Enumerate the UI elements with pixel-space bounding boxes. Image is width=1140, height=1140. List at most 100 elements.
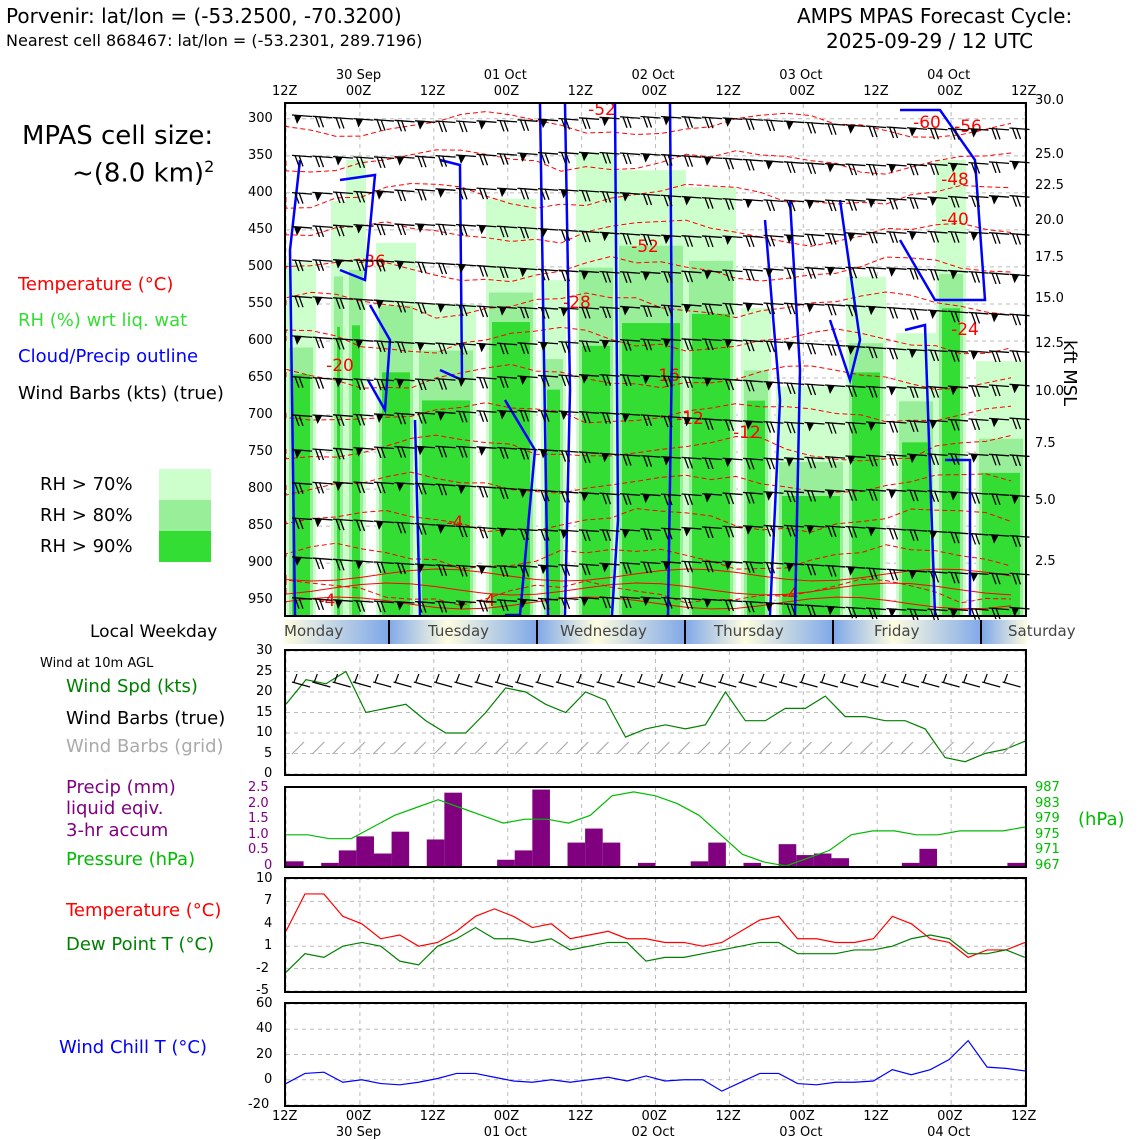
wind-barb [988,493,1010,506]
wind-barb-true-feather [293,673,298,683]
wind-barb [578,451,600,464]
wind-barb [394,378,415,389]
wind-barb [906,197,928,209]
wind-barb [640,596,661,607]
wind-barb [681,155,702,167]
wind-barb [742,491,764,504]
precip-bar [532,789,550,866]
wind-barb [435,377,456,390]
wind-barb-true-feather [1003,673,1009,683]
legend-rh80-label: RH > 80% [40,505,133,526]
wind-barb [968,127,989,138]
wind-barb [312,557,333,570]
wind-barb [865,526,887,537]
wind-barb-grid [961,741,975,755]
temperature-contour [285,111,1012,138]
wind-barb [824,303,846,316]
wind-barb [414,120,436,130]
wind-barb [886,197,907,210]
wind-barb [476,120,497,130]
wind-barb-true-feather [638,673,643,683]
wind-barb [619,152,641,165]
wind-barb [517,342,538,355]
wind-barb-true [636,681,656,688]
panel-tick-label: 15 [256,704,273,720]
wind-barb [517,409,538,422]
wind-barb [783,302,805,315]
wind-barb [722,157,743,170]
wind-barb [681,493,702,506]
dewpoint-line [285,926,1026,973]
wind-barb [722,525,743,538]
wind-barb [476,264,497,277]
wind-barb [619,528,641,539]
wind-barb [312,598,333,611]
wind-barb [619,562,641,574]
weekday-divider [684,620,686,644]
cycle-title: AMPS MPAS Forecast Cycle: [797,4,1073,28]
wind-barb-grid [839,741,853,755]
rh90-area [352,325,360,615]
wind-barb-grid [900,741,914,755]
wind-barb [435,524,456,534]
wind-barb [804,489,825,502]
wind-barb [886,453,907,466]
weekday-label: Thursday [714,622,784,640]
wind-barb [394,223,415,236]
wind-barb [988,232,1010,244]
wind-barb [435,411,456,421]
temperature-contour [285,542,1012,570]
cloud-outline [288,159,302,616]
wind-barb [640,233,661,246]
wind-barb [353,223,374,234]
rh90-area [337,326,340,615]
wind-barb [968,418,989,431]
wind-barb [968,311,989,324]
temp-panel-frame [284,877,1027,993]
wind-barb [619,305,641,316]
wind-barb [968,195,989,208]
wind-barb [906,569,928,580]
height-tick-label: 30.0 [1035,93,1064,108]
wind-barb [599,411,620,424]
wind-barb [927,490,948,502]
wind-barb [681,270,702,283]
wind-barb [947,608,969,618]
wind-barb-grid [311,741,325,755]
wind-barb [455,564,477,577]
wind-barb [824,455,846,468]
wind-barb [783,199,805,212]
wind-barb [476,446,497,456]
wind-barb [291,259,313,272]
wind-barb-true [433,681,453,688]
wind-barb [455,445,477,458]
wind-barb [783,382,805,395]
wind-barb [783,421,805,434]
wind-barb [824,489,846,499]
wind-barb [968,385,989,397]
wind-barb [312,481,333,494]
wind-barb [824,162,846,173]
temperature-contour [285,291,1012,319]
temperature-contour-solid [285,568,1012,582]
wind-barb [886,386,907,396]
panel-tick-label: 7 [264,893,273,909]
wind-barb [988,607,1010,620]
wind-barb [373,118,395,131]
wind-barb [660,455,682,466]
wind-barb [906,420,928,433]
wind-barb-grid [352,741,366,755]
wind-barb [947,418,969,431]
wind-barb [455,410,477,423]
wind-barb [742,600,764,613]
wind-barb [599,452,620,463]
wind-barb [496,565,518,577]
wind-barb [988,161,1010,174]
wind-barb [722,599,743,612]
wind-barb [394,600,415,611]
wind-barb-grid [291,741,305,755]
wind-barb [988,384,1010,397]
panel-tick-label: 40 [256,1021,273,1037]
wind-barb [968,532,989,545]
wind-barb [906,230,928,241]
